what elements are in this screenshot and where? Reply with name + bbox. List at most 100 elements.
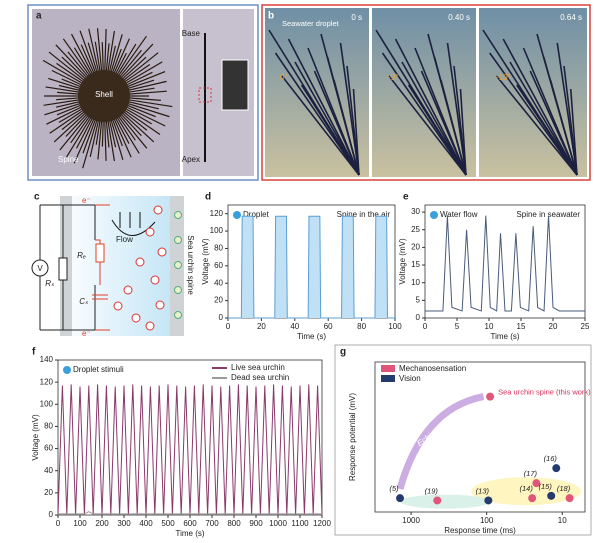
- ion: [154, 206, 162, 214]
- y-tick-label: 0: [49, 510, 54, 519]
- x-tick-label: 10: [485, 322, 494, 331]
- point-label: (17): [524, 469, 538, 478]
- point: [486, 393, 494, 401]
- y-axis-label: Voltage (mV): [201, 238, 210, 285]
- electron-label: e⁻: [82, 329, 91, 338]
- x-tick-label: 20: [549, 322, 558, 331]
- x-tick-label: 300: [117, 519, 131, 528]
- point-label: (13): [476, 486, 490, 495]
- point: [433, 496, 441, 504]
- time-label: 0 s: [351, 13, 362, 22]
- point: [484, 496, 492, 504]
- ion: [175, 212, 182, 219]
- y-tick-label: 20: [411, 242, 420, 251]
- ion: [158, 248, 166, 256]
- panel-label: d: [205, 192, 211, 203]
- x-tick-label: 500: [161, 519, 175, 528]
- y-tick-label: 100: [210, 226, 224, 235]
- point-label: (15): [539, 482, 553, 491]
- x-tick-label: 400: [139, 519, 153, 528]
- point-label: Sea urchin spine (this work): [498, 388, 591, 397]
- x-tick-label: 100: [480, 516, 494, 525]
- ion: [146, 228, 154, 236]
- x-tick-label: 10: [558, 516, 567, 525]
- ion: [114, 302, 122, 310]
- title-icon: [430, 211, 438, 219]
- base-label: Base: [182, 29, 201, 38]
- x-axis-label: Response time (ms): [444, 526, 516, 535]
- x-axis-label: Time (s): [175, 529, 204, 538]
- inset: [222, 60, 248, 110]
- legend-label: Dead sea urchin: [231, 373, 289, 382]
- x-tick-label: 800: [227, 519, 241, 528]
- y-tick-label: 80: [44, 422, 53, 431]
- ion: [124, 286, 132, 294]
- legend-label: Vision: [399, 374, 421, 383]
- ion: [136, 258, 144, 266]
- y-tick-label: 40: [44, 466, 53, 475]
- y-tick-label: 100: [40, 399, 54, 408]
- panel-c: c e⁻ e⁻ Flow Rₑ Rₛ Cₛ V Sea urchin spine: [32, 192, 195, 338]
- chart-title: Water flow: [440, 210, 478, 219]
- x-tick-label: 100: [73, 519, 87, 528]
- title-icon: [63, 366, 71, 374]
- point-label: (16): [544, 454, 558, 463]
- x-tick-label: 600: [183, 519, 197, 528]
- ion: [156, 301, 164, 309]
- spine-label: Spine: [58, 155, 79, 164]
- y-tick-label: 40: [214, 278, 223, 287]
- ion: [146, 322, 154, 330]
- y-tick-label: 60: [214, 261, 223, 270]
- legend-label: Mechanosensation: [399, 364, 466, 373]
- point: [547, 492, 555, 500]
- droplet-label: Seawater droplet: [282, 19, 340, 28]
- x-tick-label: 20: [257, 322, 266, 331]
- resistor: [59, 258, 67, 280]
- line: [58, 384, 322, 515]
- x-tick-label: 80: [357, 322, 366, 331]
- x-axis-label: Time (s): [490, 332, 519, 341]
- ion: [175, 287, 182, 294]
- y-tick-label: 120: [210, 209, 224, 218]
- ion: [175, 237, 182, 244]
- x-tick-label: 700: [205, 519, 219, 528]
- ion: [175, 262, 182, 269]
- y-tick-label: 10: [411, 278, 420, 287]
- voltmeter-label: V: [37, 264, 43, 273]
- angle-label: 0°: [280, 73, 288, 82]
- x-tick-label: 15: [517, 322, 526, 331]
- y-tick-label: 120: [40, 377, 54, 386]
- line: [425, 216, 585, 311]
- panel-label: b: [268, 11, 274, 22]
- x-tick-label: 0: [56, 519, 61, 528]
- ion: [151, 276, 159, 284]
- apex-label: Apex: [182, 155, 200, 164]
- x-tick-label: 200: [95, 519, 109, 528]
- legend-label: Live sea urchin: [231, 363, 285, 372]
- x-tick-label: 1200: [313, 519, 331, 528]
- cs-label: Cₛ: [79, 297, 89, 306]
- y-axis-label: Voltage (mV): [398, 238, 407, 285]
- x-tick-label: 40: [290, 322, 299, 331]
- plot-frame: [425, 205, 585, 318]
- point-label: (18): [557, 484, 571, 493]
- re-label: Rₑ: [77, 251, 86, 260]
- plot-frame: [58, 360, 322, 515]
- panel-label: a: [36, 11, 42, 22]
- y-tick-label: 25: [411, 225, 420, 234]
- x-tick-label: 100: [388, 322, 402, 331]
- panel-label: c: [34, 192, 40, 203]
- point-label: (14): [519, 484, 533, 493]
- y-tick-label: 140: [40, 355, 54, 364]
- spine-label: Sea urchin spine: [186, 235, 195, 295]
- highlight: [401, 495, 491, 509]
- y-tick-label: 0: [219, 313, 224, 322]
- ion: [175, 312, 182, 319]
- echinoderm-arrow: [400, 397, 484, 489]
- y-tick-label: 0: [416, 313, 421, 322]
- y-tick-label: 5: [416, 295, 421, 304]
- y-tick-label: 30: [411, 207, 420, 216]
- y-tick-label: 15: [411, 260, 420, 269]
- y-tick-label: 60: [44, 444, 53, 453]
- x-tick-label: 1000: [402, 516, 420, 525]
